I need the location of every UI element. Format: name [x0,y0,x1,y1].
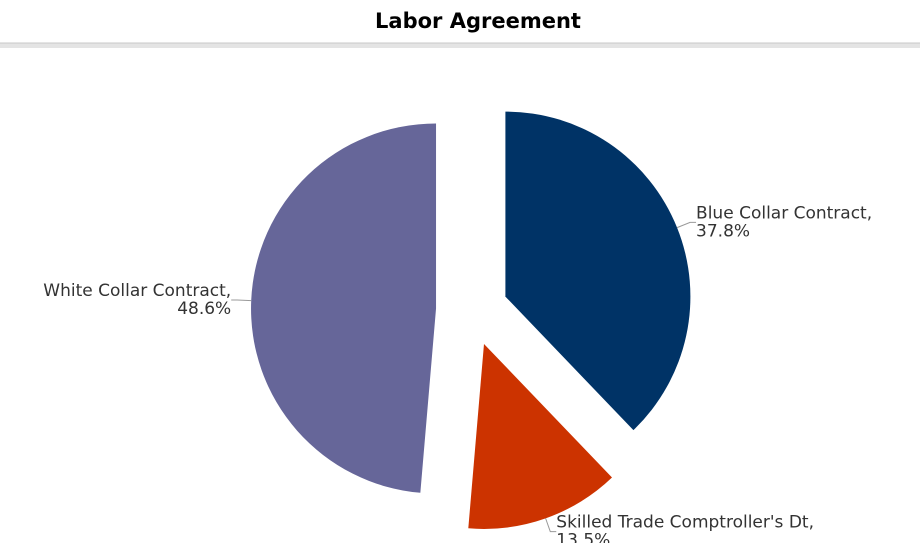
pie-slice [505,111,691,431]
slice-value-label: 37.8% [696,221,750,241]
pie-slice [251,123,437,493]
slice-label: Blue Collar Contract, [696,203,872,223]
slice-value-label: 13.5% [556,531,610,543]
slice-label: White Collar Contract, [43,281,231,301]
chart-title: Labor Agreement [375,9,581,33]
leader-line [545,518,557,533]
slice-label: Skilled Trade Comptroller's Dt, [556,513,814,533]
slice-value-label: 48.6% [177,299,231,319]
leader-line [231,299,252,302]
header-rule [0,43,920,48]
leader-line [676,221,697,229]
pie-slice [468,343,613,529]
